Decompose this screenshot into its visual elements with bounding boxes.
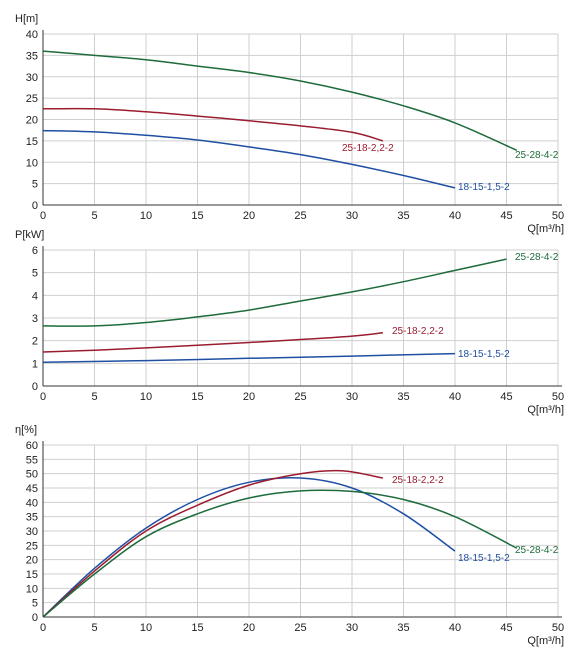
power-series-line-25-28-4-2 xyxy=(42,258,507,327)
head-x-tick-label: 40 xyxy=(449,210,461,222)
head-x-tick-label: 0 xyxy=(40,210,46,222)
efficiency-x-tick-label: 45 xyxy=(500,622,512,634)
head-x-axis-label: Q[m³/h] xyxy=(527,223,564,235)
power-y-tick-label: 6 xyxy=(32,245,38,257)
efficiency-x-tick-label: 15 xyxy=(191,622,203,634)
head-series-label-25-18-2,2-2: 25-18-2,2-2 xyxy=(342,143,394,154)
head-series-line-25-18-2,2-2 xyxy=(42,107,384,142)
efficiency-series-label-25-18-2,2-2: 25-18-2,2-2 xyxy=(392,475,444,486)
power-x-tick-label: 10 xyxy=(140,391,152,403)
efficiency-y-tick-label: 5 xyxy=(32,598,38,610)
head-y-tick-label: 0 xyxy=(32,200,38,212)
head-y-axis-label: H[m] xyxy=(15,13,38,25)
head-series-label-25-28-4-2: 25-28-4-2 xyxy=(515,150,559,161)
head-x-tick-label: 5 xyxy=(91,210,97,222)
efficiency-x-axis-label: Q[m³/h] xyxy=(527,635,564,647)
efficiency-y-tick-label: 35 xyxy=(26,512,38,524)
efficiency-x-tick-label: 5 xyxy=(91,622,97,634)
efficiency-y-tick-label: 25 xyxy=(26,540,38,552)
efficiency-y-tick-label: 15 xyxy=(26,569,38,581)
efficiency-x-tick-label: 50 xyxy=(552,622,564,634)
power-x-tick-label: 0 xyxy=(40,391,46,403)
head-y-tick-label: 25 xyxy=(26,93,38,105)
head-y-tick-label: 35 xyxy=(26,50,38,62)
power-x-tick-label: 5 xyxy=(91,391,97,403)
power-series-label-25-28-4-2: 25-28-4-2 xyxy=(515,252,559,263)
efficiency-y-tick-label: 0 xyxy=(32,612,38,624)
power-x-tick-label: 35 xyxy=(397,391,409,403)
efficiency-x-tick-label: 30 xyxy=(346,622,358,634)
efficiency-x-tick-label: 10 xyxy=(140,622,152,634)
efficiency-y-tick-label: 45 xyxy=(26,483,38,495)
power-series-label-25-18-2,2-2: 25-18-2,2-2 xyxy=(392,326,444,337)
efficiency-x-tick-label: 0 xyxy=(40,622,46,634)
power-x-tick-label: 30 xyxy=(346,391,358,403)
head-chart: 0 5 10 15 20 25 30 35 40 0 5 10 15 20 25 30 35 40 45 50 H[m]… xyxy=(15,13,564,235)
head-y-tick-label: 40 xyxy=(26,29,38,41)
power-y-axis-label: P[kW] xyxy=(15,229,44,241)
efficiency-x-tick-label: 35 xyxy=(397,622,409,634)
power-x-tick-label: 45 xyxy=(500,391,512,403)
efficiency-y-tick-label: 40 xyxy=(26,497,38,509)
power-y-tick-label: 4 xyxy=(32,290,38,302)
efficiency-series-line-25-18-2,2-2 xyxy=(42,469,384,618)
head-series-line-25-28-4-2 xyxy=(42,50,518,151)
efficiency-y-axis-label: η[%] xyxy=(15,424,37,436)
head-series-line-18-15-1,5-2 xyxy=(42,129,456,189)
efficiency-y-tick-label: 60 xyxy=(26,440,38,452)
efficiency-x-tick-label: 25 xyxy=(294,622,306,634)
efficiency-series-line-18-15-1,5-2 xyxy=(42,476,456,618)
efficiency-x-tick-label: 20 xyxy=(243,622,255,634)
head-x-tick-label: 10 xyxy=(140,210,152,222)
efficiency-series-label-18-15-1,5-2: 18-15-1,5-2 xyxy=(458,553,510,564)
efficiency-y-tick-label: 50 xyxy=(26,469,38,481)
head-y-tick-label: 15 xyxy=(26,136,38,148)
head-y-tick-label: 10 xyxy=(26,157,38,169)
efficiency-series-label-25-28-4-2: 25-28-4-2 xyxy=(515,545,559,556)
power-series-line-18-15-1,5-2 xyxy=(42,352,456,363)
efficiency-y-tick-label: 30 xyxy=(26,526,38,538)
head-y-tick-label: 5 xyxy=(32,179,38,191)
power-x-tick-label: 50 xyxy=(552,391,564,403)
head-x-tick-label: 35 xyxy=(397,210,409,222)
head-x-tick-label: 45 xyxy=(500,210,512,222)
head-y-tick-label: 30 xyxy=(26,72,38,84)
efficiency-x-tick-label: 40 xyxy=(449,622,461,634)
power-y-tick-label: 5 xyxy=(32,268,38,280)
head-y-tick-label: 20 xyxy=(26,115,38,127)
power-series-line-25-18-2,2-2 xyxy=(42,331,383,353)
efficiency-y-tick-label: 20 xyxy=(26,555,38,567)
power-y-tick-label: 1 xyxy=(32,358,38,370)
power-x-tick-label: 20 xyxy=(243,391,255,403)
power-y-tick-label: 3 xyxy=(32,313,38,325)
power-series-label-18-15-1,5-2: 18-15-1,5-2 xyxy=(458,349,510,360)
power-x-tick-label: 15 xyxy=(191,391,203,403)
power-x-tick-label: 40 xyxy=(449,391,461,403)
head-x-tick-label: 30 xyxy=(346,210,358,222)
power-y-tick-label: 0 xyxy=(32,381,38,393)
power-x-axis-label: Q[m³/h] xyxy=(527,404,564,416)
efficiency-y-tick-label: 55 xyxy=(26,454,38,466)
efficiency-y-tick-label: 10 xyxy=(26,583,38,595)
head-x-tick-label: 15 xyxy=(191,210,203,222)
head-x-tick-label: 50 xyxy=(552,210,564,222)
power-x-tick-label: 25 xyxy=(294,391,306,403)
efficiency-series-line-25-28-4-2 xyxy=(42,489,518,618)
head-x-tick-label: 20 xyxy=(243,210,255,222)
power-y-tick-label: 2 xyxy=(32,336,38,348)
head-x-tick-label: 25 xyxy=(294,210,306,222)
head-series-label-18-15-1,5-2: 18-15-1,5-2 xyxy=(458,182,510,193)
